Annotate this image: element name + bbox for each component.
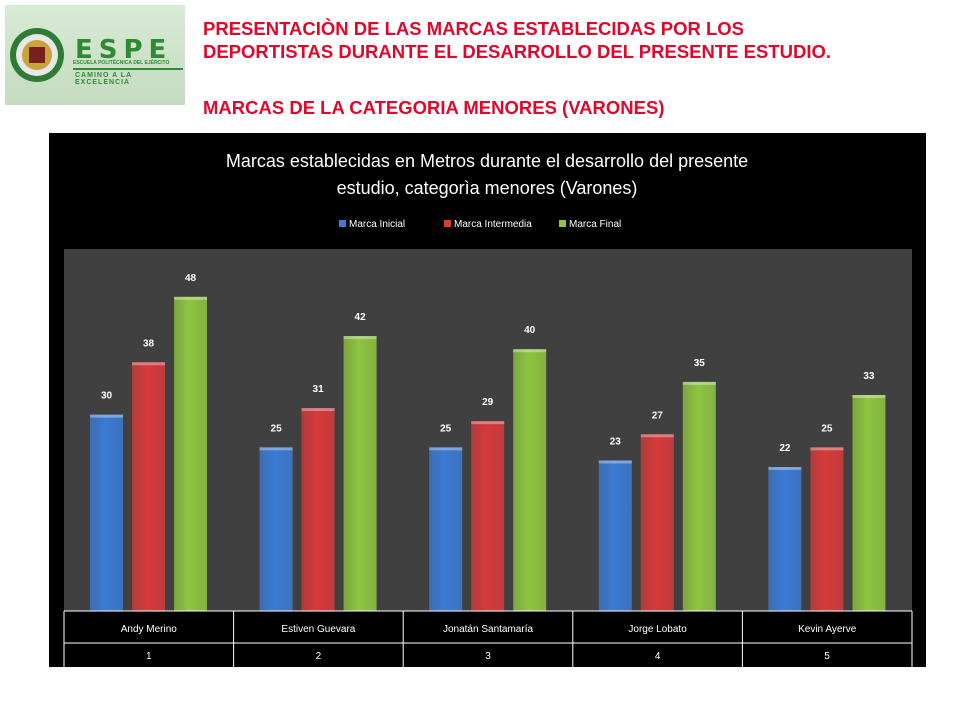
- espe-seal-icon: [10, 28, 64, 82]
- category-number-4: 4: [655, 651, 661, 662]
- chart-legend: Marca Inicial Marca Intermedia Marca Final: [339, 219, 621, 230]
- header-title-line1: PRESENTACIÒN DE LAS MARCAS ESTABLECIDAS …: [203, 18, 744, 39]
- category-label-4: Jorge Lobato: [628, 624, 687, 635]
- data-label-2-1: 25: [271, 423, 283, 434]
- logo-divider: [73, 68, 183, 70]
- chart-title-line2: estudio, categorìa menores (Varones): [337, 178, 638, 198]
- logo-text: ESPE: [75, 35, 173, 65]
- legend-swatch-3: [559, 220, 566, 227]
- bar-cap-2-3: [343, 336, 377, 340]
- bar-cap-1-2: [132, 362, 165, 366]
- bar-3-2: [471, 421, 505, 611]
- bar-3-1: [429, 447, 463, 611]
- data-label-3-1: 25: [440, 423, 452, 434]
- category-number-3: 3: [485, 651, 491, 662]
- data-label-1-2: 38: [143, 338, 155, 349]
- category-number-2: 2: [316, 651, 322, 662]
- data-label-2-3: 42: [355, 312, 367, 323]
- category-number-5: 5: [824, 651, 830, 662]
- bar-2-1: [259, 447, 293, 611]
- category-table: Andy Merino 1 Estiven Guevara 2 Jonatán Sant…: [63, 610, 913, 667]
- data-label-5-3: 33: [863, 371, 875, 382]
- header-subtitle: MARCAS DE LA CATEGORIA MENORES (VARONES): [203, 97, 665, 118]
- bar-cap-3-3: [513, 349, 547, 353]
- bar-1-3: [174, 296, 207, 611]
- data-label-4-2: 27: [652, 410, 664, 421]
- bar-4-2: [640, 434, 674, 611]
- header-title-line2: DEPORTISTAS DURANTE EL DESARROLLO DEL PR…: [203, 41, 832, 62]
- bar-cap-3-2: [471, 421, 505, 425]
- bar-3-3: [513, 349, 547, 611]
- bar-1-1: [90, 414, 123, 611]
- data-label-5-2: 25: [821, 423, 833, 434]
- chart-title-line1: Marcas establecidas en Metros durante el…: [226, 151, 748, 171]
- data-label-4-3: 35: [694, 358, 706, 369]
- category-label-2: Estiven Guevara: [281, 624, 355, 635]
- bar-4-3: [682, 381, 716, 611]
- bar-group: 30 38 48 25 31 42 25 29 40 23 27 35 22 25 33: [90, 273, 886, 611]
- legend-label-3: Marca Final: [569, 219, 621, 230]
- bar-cap-4-2: [640, 434, 674, 438]
- data-label-5-1: 22: [779, 443, 791, 454]
- data-label-3-3: 40: [524, 325, 536, 336]
- category-label-3: Jonatán Santamaría: [443, 624, 533, 635]
- data-label-1-1: 30: [101, 391, 113, 402]
- legend-swatch-2: [444, 220, 451, 227]
- data-label-3-2: 29: [482, 397, 494, 408]
- bar-cap-5-1: [768, 467, 802, 470]
- category-label-5: Kevin Ayerve: [798, 624, 857, 635]
- bar-2-3: [343, 336, 377, 611]
- data-label-2-2: 31: [313, 384, 325, 395]
- category-number-1: 1: [146, 651, 152, 662]
- data-label-4-1: 23: [610, 436, 622, 447]
- bar-cap-1-1: [90, 414, 123, 418]
- logo-motto: CAMINO A LA EXCELENCIA: [75, 72, 132, 86]
- bar-cap-2-2: [301, 408, 335, 412]
- legend-swatch-1: [339, 220, 346, 227]
- bar-cap-4-1: [598, 460, 632, 464]
- data-label-1-3: 48: [185, 273, 197, 284]
- legend-label-1: Marca Inicial: [349, 219, 405, 230]
- bar-cap-1-3: [174, 296, 207, 300]
- bar-cap-5-3: [852, 395, 886, 398]
- bar-1-2: [132, 362, 165, 611]
- bar-4-1: [598, 460, 632, 611]
- bar-cap-2-1: [259, 447, 293, 451]
- bar-cap-4-3: [682, 381, 716, 385]
- category-label-1: Andy Merino: [121, 624, 178, 635]
- espe-logo: ESPE ESCUELA POLITÉCNICA DEL EJÉRCITO CA…: [5, 5, 185, 105]
- bar-cap-5-2: [810, 447, 844, 451]
- bar-5-2: [810, 447, 844, 611]
- logo-institution: ESCUELA POLITÉCNICA DEL EJÉRCITO: [73, 60, 170, 66]
- bar-5-3: [852, 395, 886, 611]
- bar-2-2: [301, 408, 335, 611]
- legend-label-2: Marca Intermedia: [454, 219, 532, 230]
- bar-chart: Marcas establecidas en Metros durante el…: [63, 151, 913, 667]
- chart-container: Marcas establecidas en Metros durante el…: [49, 133, 926, 667]
- bar-cap-3-1: [429, 447, 463, 451]
- bar-5-1: [768, 467, 802, 611]
